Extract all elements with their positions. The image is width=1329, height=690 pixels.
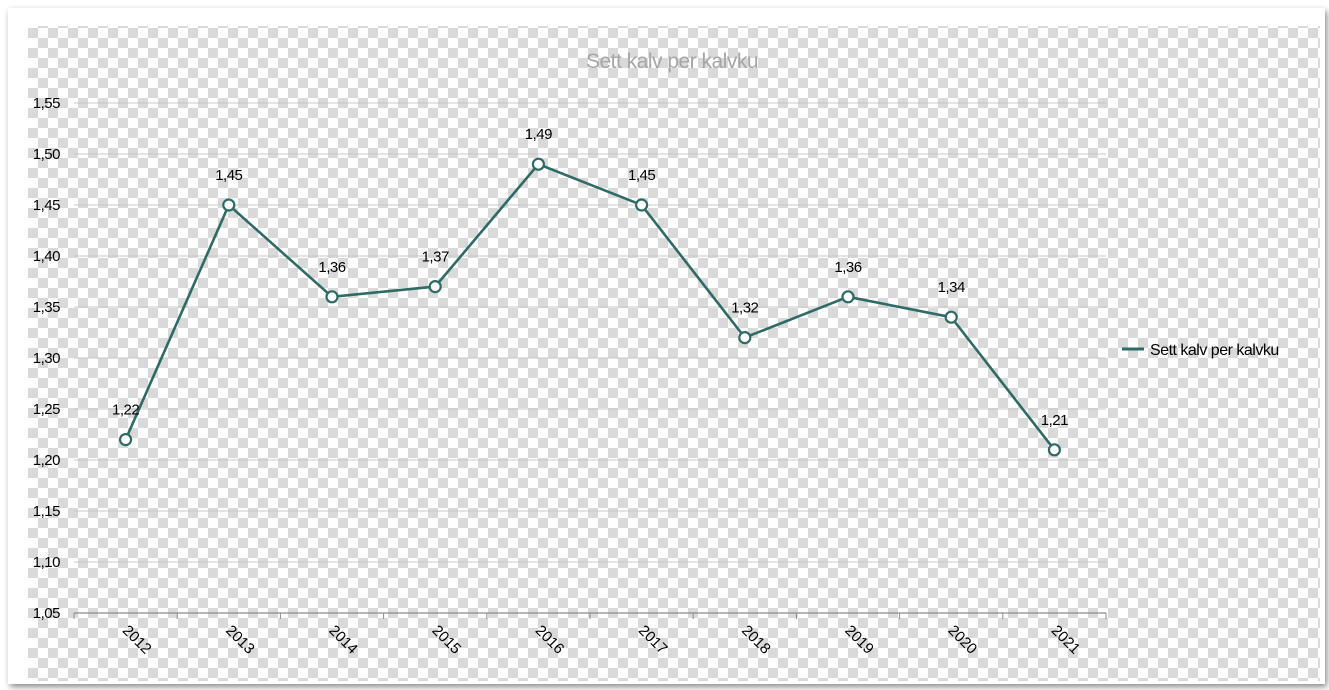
y-tick-label: 1,45 [33,197,60,214]
data-point [222,198,236,212]
y-tick-label: 1,10 [33,554,60,571]
y-tick-label: 1,40 [33,248,60,265]
y-tick-label: 1,35 [33,299,60,316]
legend-label: Sett kalv per kalvku [1150,342,1279,359]
chart-background [28,26,1320,681]
data-label: 1,21 [1041,412,1068,429]
data-point [738,331,752,345]
y-tick-label: 1,05 [33,605,60,622]
line-chart: 1,05 1,10 1,15 1,20 1,25 1,30 1,35 1,40 1,45 1,50… [28,26,1320,681]
data-point [118,433,133,447]
y-tick-label: 1,55 [33,95,60,112]
legend: Sett kalv per kalvku [1122,342,1279,359]
data-label: 1,49 [525,126,552,143]
data-label: 1,36 [834,259,861,276]
data-label: 1,22 [112,402,139,419]
y-tick-label: 1,50 [33,146,60,163]
y-tick-label: 1,20 [33,452,60,469]
data-point [325,290,339,304]
series-line [124,162,1056,451]
data-label: 1,34 [938,279,965,296]
data-label: 1,37 [422,249,449,266]
data-label: 1,32 [731,300,758,317]
y-tick-label: 1,15 [33,503,60,520]
y-tick-label: 1,25 [33,401,60,418]
data-label: 1,36 [318,259,345,276]
data-label: 1,45 [628,167,655,184]
data-point [428,280,442,294]
chart-frame: 1,05 1,10 1,15 1,20 1,25 1,30 1,35 1,40 1,45 1,50… [8,8,1325,684]
data-label: 1,45 [215,167,242,184]
data-point [944,310,958,324]
y-tick-label: 1,30 [33,350,60,367]
data-point [634,198,649,212]
chart-title: Sett kalv per kalvku [586,50,758,73]
data-point [841,290,855,304]
data-point [531,157,546,171]
data-point [1047,443,1062,457]
